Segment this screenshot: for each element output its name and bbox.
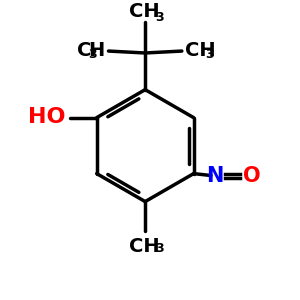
Text: 3: 3 [88, 48, 97, 62]
Text: N: N [206, 166, 224, 185]
Text: CH: CH [185, 40, 215, 60]
Text: 3: 3 [155, 242, 164, 255]
Text: C: C [77, 40, 91, 60]
Text: HO: HO [28, 107, 66, 127]
Text: 3: 3 [155, 11, 164, 24]
Text: CH: CH [129, 237, 160, 256]
Text: O: O [243, 166, 260, 185]
Text: H: H [88, 40, 105, 60]
Text: CH: CH [129, 2, 160, 21]
Text: 3: 3 [205, 48, 214, 62]
